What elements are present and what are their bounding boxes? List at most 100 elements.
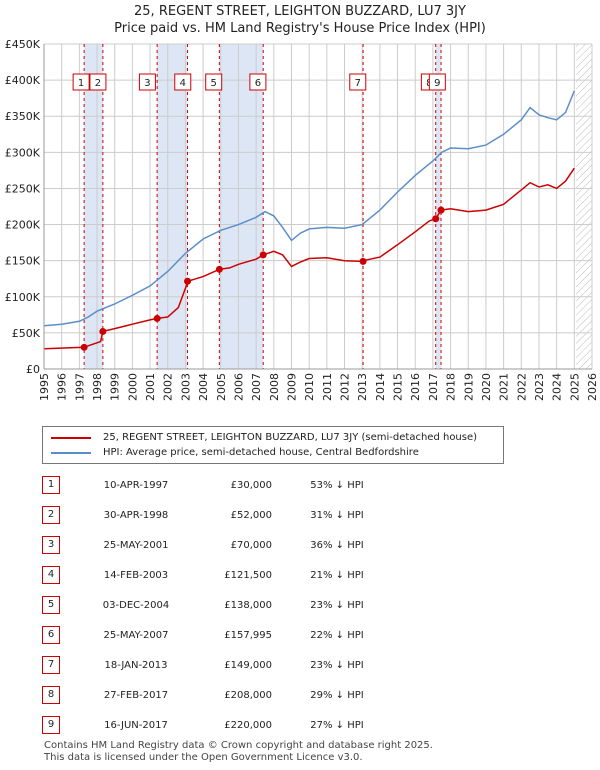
sale-number-badge: 1 <box>42 476 60 494</box>
sale-hpi-diff: 21% ↓ HPI <box>310 569 364 581</box>
table-row: 8 27-FEB-2017 £208,000 29% ↓ HPI <box>42 680 392 710</box>
chart-subtitle: Price paid vs. HM Land Registry's House … <box>114 21 486 36</box>
legend-label-hpi: HPI: Average price, semi-detached house,… <box>103 447 419 458</box>
x-tick-label: 2012 <box>339 373 352 401</box>
x-tick-label: 1996 <box>56 373 69 401</box>
sale-number-cell: 6 <box>42 620 90 650</box>
legend-swatch-hpi <box>51 452 91 454</box>
shaded-span <box>157 44 188 369</box>
sale-number-cell: 5 <box>42 590 90 620</box>
sale-label-box <box>89 73 107 91</box>
footer: Contains HM Land Registry data © Crown c… <box>44 740 433 764</box>
sale-hpi-diff: 23% ↓ HPI <box>310 599 364 611</box>
x-tick-label: 2000 <box>126 373 139 401</box>
sale-price: £30,000 <box>230 479 272 491</box>
sale-date: 25-MAY-2001 <box>103 539 169 551</box>
x-tick-label: 2018 <box>445 373 458 401</box>
sale-number-badge: 2 <box>42 506 60 524</box>
sale-number-badge: 3 <box>42 536 60 554</box>
sale-hpi-diff: 36% ↓ HPI <box>310 539 364 551</box>
table-row: 9 16-JUN-2017 £220,000 27% ↓ HPI <box>42 710 392 740</box>
sale-label: 5 <box>211 78 217 89</box>
x-tick-label: 2023 <box>533 373 546 401</box>
sale-date: 25-MAY-2007 <box>103 629 169 641</box>
sale-number-cell: 1 <box>42 470 90 500</box>
sale-date: 30-APR-1998 <box>103 509 169 521</box>
sale-label: 1 <box>78 78 84 89</box>
x-tick-label: 2003 <box>179 373 192 401</box>
sale-number-badge: 9 <box>42 716 60 734</box>
x-tick-label: 2011 <box>321 373 334 401</box>
sale-number-badge: 5 <box>42 596 60 614</box>
y-tick-label: £300K <box>5 146 41 159</box>
y-tick-label: £100K <box>5 291 41 304</box>
y-tick-label: £150K <box>5 255 41 268</box>
y-tick-label: £250K <box>5 182 41 195</box>
x-tick-label: 1999 <box>109 373 122 401</box>
table-row: 4 14-FEB-2003 £121,500 21% ↓ HPI <box>42 560 392 590</box>
sale-date: 14-FEB-2003 <box>103 569 169 581</box>
x-tick-label: 2016 <box>409 373 422 401</box>
x-tick-label: 2008 <box>268 373 281 401</box>
x-tick-label: 2017 <box>427 373 440 401</box>
x-tick-label: 2005 <box>215 373 228 401</box>
x-tick-label: 2015 <box>392 373 405 401</box>
sale-price: £138,000 <box>224 599 272 611</box>
legend-swatch-property <box>51 437 91 439</box>
x-tick-label: 2006 <box>232 373 245 401</box>
y-tick-label: £50K <box>12 327 41 340</box>
sale-hpi-diff: 53% ↓ HPI <box>310 479 364 491</box>
x-tick-label: 1998 <box>91 373 104 401</box>
forecast-hatch <box>576 44 592 369</box>
sale-price: £157,995 <box>224 629 272 641</box>
sale-point <box>99 327 107 335</box>
sale-hpi-diff: 23% ↓ HPI <box>310 659 364 671</box>
sale-hpi-diff: 31% ↓ HPI <box>310 509 364 521</box>
sale-label-box <box>138 73 156 91</box>
sale-point <box>437 206 445 214</box>
sale-label: 3 <box>144 78 150 89</box>
y-tick-label: £400K <box>5 74 41 87</box>
sale-date: 10-APR-1997 <box>103 479 169 491</box>
sale-label: 9 <box>434 78 440 89</box>
table-row: 1 10-APR-1997 £30,000 53% ↓ HPI <box>42 470 392 500</box>
sale-number-cell: 9 <box>42 710 90 740</box>
sale-number-cell: 8 <box>42 680 90 710</box>
sale-number-badge: 8 <box>42 686 60 704</box>
sale-label-box <box>428 73 446 91</box>
sale-label: 7 <box>355 78 361 89</box>
property-line <box>43 167 575 350</box>
x-tick-label: 2001 <box>144 373 157 401</box>
sale-number-cell: 4 <box>42 560 90 590</box>
x-tick-label: 2026 <box>586 373 599 401</box>
x-tick-label: 2025 <box>568 373 581 401</box>
sales-table: 1 10-APR-1997 £30,000 53% ↓ HPI 2 30-APR-1998… <box>42 470 392 740</box>
x-tick-label: 2004 <box>197 373 210 401</box>
sale-label-box <box>72 73 90 91</box>
x-tick-label: 2022 <box>515 373 528 401</box>
sale-point <box>259 251 267 259</box>
sale-date: 27-FEB-2017 <box>103 689 169 701</box>
table-row: 5 03-DEC-2004 £138,000 23% ↓ HPI <box>42 590 392 620</box>
sale-number-cell: 3 <box>42 530 90 560</box>
legend: 25, REGENT STREET, LEIGHTON BUZZARD, LU7… <box>42 426 504 464</box>
sale-label-box <box>205 73 223 91</box>
shaded-span <box>435 44 442 369</box>
sale-label: 2 <box>95 78 101 89</box>
sale-point <box>80 343 88 351</box>
sale-price: £149,000 <box>224 659 272 671</box>
sale-point <box>184 277 192 285</box>
sale-number-cell: 2 <box>42 500 90 530</box>
x-tick-label: 1997 <box>73 373 86 401</box>
x-tick-label: 2020 <box>480 373 493 401</box>
x-tick-label: 2014 <box>374 373 387 401</box>
x-tick-label: 1995 <box>38 373 51 401</box>
x-tick-label: 2019 <box>462 373 475 401</box>
sale-price: £220,000 <box>224 719 272 731</box>
table-row: 3 25-MAY-2001 £70,000 36% ↓ HPI <box>42 530 392 560</box>
footer-copyright: Contains HM Land Registry data © Crown c… <box>44 740 433 751</box>
footer-licence: This data is licensed under the Open Gov… <box>44 752 363 763</box>
shaded-span <box>84 44 103 369</box>
x-tick-label: 2024 <box>551 373 564 401</box>
sale-label: 6 <box>255 78 261 89</box>
